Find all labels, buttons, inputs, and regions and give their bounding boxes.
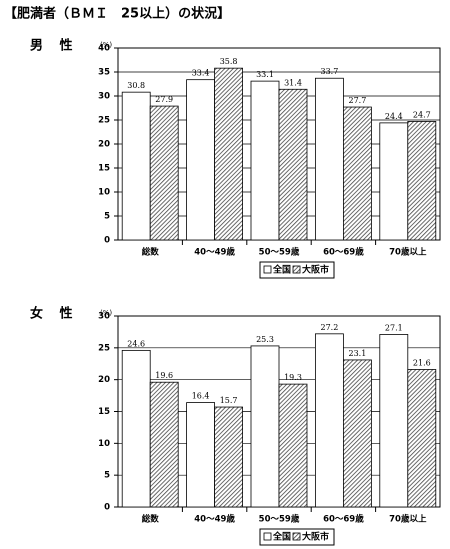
- value-label: 19.3: [284, 373, 302, 382]
- y-tick-label: 25: [98, 116, 110, 126]
- x-tick-label: 40～49歳: [194, 247, 235, 258]
- value-label: 21.6: [413, 358, 431, 367]
- legend-swatch: [263, 532, 272, 541]
- y-axis-label: (%): [100, 41, 112, 49]
- y-tick-label: 40: [98, 44, 110, 54]
- y-tick-label: 5: [104, 212, 110, 222]
- y-tick-label: 5: [104, 471, 110, 481]
- value-label: 25.3: [256, 335, 274, 344]
- bar: [250, 345, 280, 508]
- bar: [314, 333, 344, 508]
- bar: [250, 80, 280, 241]
- y-tick-label: 20: [98, 375, 110, 385]
- bar: [278, 88, 308, 241]
- bar: [149, 381, 179, 508]
- value-label: 16.4: [192, 392, 210, 401]
- bar: [342, 359, 372, 508]
- legend-swatch: [263, 265, 272, 274]
- x-tick-label: 60～69歳: [323, 247, 364, 258]
- value-label: 30.8: [127, 81, 145, 90]
- y-tick-label: 20: [98, 140, 110, 150]
- y-tick-label: 10: [98, 188, 110, 198]
- value-label: 27.7: [348, 96, 366, 105]
- x-tick-label: 総数: [142, 247, 160, 258]
- legend-label: 大阪市: [302, 531, 329, 543]
- value-label: 15.7: [220, 396, 238, 405]
- value-label: 19.6: [155, 371, 173, 380]
- bar: [214, 406, 244, 508]
- chart-subtitle: 女 性: [30, 306, 79, 322]
- y-axis-label: (%): [100, 309, 112, 317]
- y-tick-label: 0: [104, 236, 110, 246]
- bar: [186, 79, 216, 241]
- bar: [407, 369, 437, 508]
- value-label: 33.1: [256, 70, 274, 79]
- bar: [149, 105, 179, 241]
- value-label: 27.1: [385, 323, 403, 332]
- x-tick-label: 50～59歳: [259, 247, 300, 258]
- legend-swatch: [292, 265, 301, 274]
- page-title: 【肥満者（ＢＭＩ 25以上）の状況】: [4, 6, 230, 22]
- legend-label: 全国: [272, 531, 291, 543]
- legend-label: 大阪市: [302, 264, 329, 276]
- y-tick-label: 15: [98, 164, 110, 174]
- value-label: 27.9: [155, 95, 173, 104]
- x-tick-label: 40～49歳: [194, 514, 235, 525]
- y-tick-label: 35: [98, 68, 110, 78]
- value-label: 35.8: [220, 57, 238, 66]
- bar: [121, 91, 151, 241]
- bar: [407, 121, 437, 241]
- x-tick-label: 70歳以上: [389, 514, 427, 525]
- x-tick-label: 60～69歳: [323, 514, 364, 525]
- legend-label: 全国: [272, 264, 291, 276]
- x-tick-label: 50～59歳: [259, 514, 300, 525]
- bar: [214, 67, 244, 241]
- y-tick-label: 10: [98, 439, 110, 449]
- bar: [379, 122, 409, 241]
- x-tick-label: 70歳以上: [389, 247, 427, 258]
- value-label: 33.4: [192, 69, 210, 78]
- y-tick-label: 0: [104, 503, 110, 513]
- value-label: 31.4: [284, 78, 302, 87]
- y-tick-label: 30: [98, 312, 110, 322]
- value-label: 33.7: [320, 67, 338, 76]
- bar: [314, 77, 344, 241]
- value-label: 24.6: [127, 339, 145, 348]
- bar: [342, 106, 372, 241]
- value-label: 24.4: [385, 112, 403, 121]
- bar: [121, 349, 151, 508]
- x-tick-label: 総数: [142, 514, 160, 525]
- y-tick-label: 30: [98, 92, 110, 102]
- bar: [379, 334, 409, 508]
- bar: [278, 383, 308, 508]
- y-tick-label: 15: [98, 407, 110, 417]
- y-tick-label: 25: [98, 343, 110, 353]
- bar: [186, 402, 216, 508]
- chart-subtitle: 男 性: [30, 38, 79, 54]
- value-label: 27.2: [320, 323, 338, 332]
- value-label: 23.1: [348, 349, 366, 358]
- legend-swatch: [292, 532, 301, 541]
- value-label: 24.7: [413, 110, 431, 119]
